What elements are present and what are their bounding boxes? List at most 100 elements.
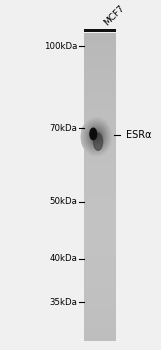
Bar (84, 252, 116, 253)
Bar (84, 83, 116, 84)
Ellipse shape (84, 120, 109, 153)
Bar (84, 127, 116, 128)
Bar (84, 73, 116, 74)
Bar (84, 141, 116, 142)
Bar (84, 85, 116, 86)
Ellipse shape (95, 135, 97, 138)
Ellipse shape (89, 127, 104, 146)
Bar (84, 94, 116, 96)
Bar (84, 91, 116, 92)
Bar (84, 328, 116, 329)
Bar (84, 246, 116, 247)
Bar (84, 150, 116, 151)
Bar (84, 227, 116, 228)
Bar (84, 58, 116, 60)
Text: 35kDa: 35kDa (49, 298, 77, 307)
Bar (84, 168, 116, 169)
Bar (84, 253, 116, 254)
Bar (84, 125, 116, 126)
Bar (84, 162, 116, 163)
Bar (84, 180, 116, 181)
Ellipse shape (93, 132, 100, 141)
Ellipse shape (84, 121, 109, 153)
Bar (84, 211, 116, 212)
Bar (84, 284, 116, 285)
Bar (84, 266, 116, 267)
Bar (84, 260, 116, 261)
Text: 40kDa: 40kDa (49, 254, 77, 264)
Ellipse shape (96, 136, 97, 137)
Bar (84, 238, 116, 239)
Bar (84, 98, 116, 99)
Ellipse shape (82, 118, 111, 155)
Bar (84, 29, 116, 32)
Bar (84, 242, 116, 243)
Bar (84, 209, 116, 210)
Bar (84, 46, 116, 47)
Bar (84, 256, 116, 257)
Bar (84, 93, 116, 94)
Ellipse shape (94, 133, 99, 140)
Bar (84, 219, 116, 220)
Bar (84, 148, 116, 149)
Bar (84, 97, 116, 98)
Bar (84, 276, 116, 277)
Bar (84, 203, 116, 204)
Bar (84, 80, 116, 81)
Bar (84, 265, 116, 266)
Bar (84, 233, 116, 234)
Bar (84, 60, 116, 61)
Bar (84, 184, 116, 185)
Bar (84, 320, 116, 321)
Ellipse shape (85, 122, 108, 151)
Bar (84, 63, 116, 64)
Bar (84, 277, 116, 278)
Bar (84, 336, 116, 337)
Ellipse shape (86, 123, 107, 150)
Bar (84, 110, 116, 111)
Bar (84, 330, 116, 331)
Bar (84, 259, 116, 260)
Bar (84, 78, 116, 79)
Bar (84, 158, 116, 159)
Bar (84, 118, 116, 119)
Bar (84, 86, 116, 87)
Ellipse shape (95, 134, 98, 139)
Bar (84, 67, 116, 68)
Bar (84, 319, 116, 320)
Bar (84, 305, 116, 306)
Ellipse shape (85, 122, 108, 151)
Bar (84, 217, 116, 218)
Bar (84, 195, 116, 196)
Bar (84, 191, 116, 192)
Bar (84, 113, 116, 114)
Bar (84, 288, 116, 289)
Bar (84, 280, 116, 281)
Bar (84, 44, 116, 45)
Bar (84, 262, 116, 263)
Bar (84, 312, 116, 313)
Bar (84, 130, 116, 131)
Bar (84, 187, 116, 188)
Bar (84, 88, 116, 89)
Ellipse shape (86, 124, 107, 150)
Bar (84, 243, 116, 244)
Ellipse shape (90, 128, 104, 146)
Bar (84, 273, 116, 274)
Bar (84, 174, 116, 175)
Bar (84, 215, 116, 216)
Bar (84, 271, 116, 272)
Bar (84, 54, 116, 55)
Ellipse shape (94, 133, 99, 140)
Bar (84, 309, 116, 310)
Bar (84, 176, 116, 177)
Bar (84, 279, 116, 280)
Bar (84, 114, 116, 115)
Bar (84, 236, 116, 237)
Bar (84, 34, 116, 35)
Bar (84, 269, 116, 270)
Bar (84, 210, 116, 211)
Bar (84, 92, 116, 93)
Bar (84, 329, 116, 330)
Bar (84, 169, 116, 170)
